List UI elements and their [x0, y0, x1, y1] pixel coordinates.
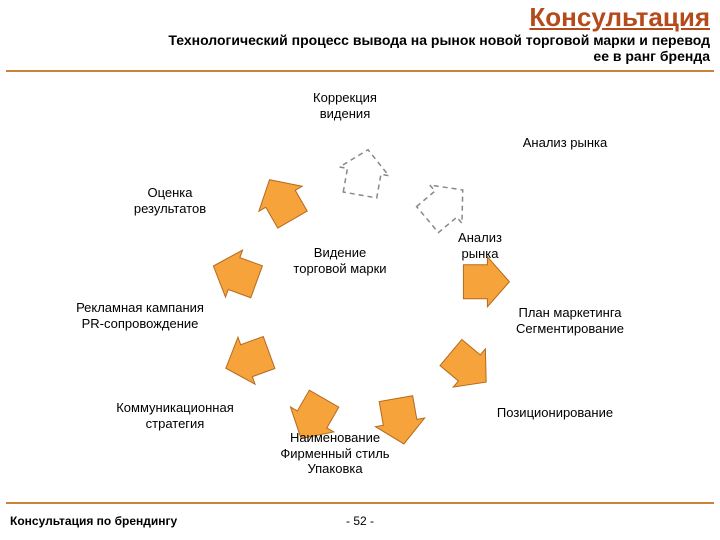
cycle-label-n0: Коррекциявидения — [255, 90, 435, 121]
cycle-label-n1: Анализ рынка — [475, 135, 655, 151]
cycle-label-n4: Позиционирование — [465, 405, 645, 421]
cycle-arrow-n7 — [205, 243, 265, 306]
cycle-label-n2: Анализрынка — [390, 230, 570, 261]
cycle-arrow-n2 — [463, 257, 509, 307]
cycle-label-n6: Коммуникационнаястратегия — [85, 400, 265, 431]
footer-left: Консультация по брендингу — [10, 514, 177, 528]
footer-page-number: - 52 - — [346, 514, 374, 528]
cycle-label-n3: План маркетингаСегментирование — [480, 305, 660, 336]
cycle-arrow-n3 — [435, 333, 502, 401]
center-label: Видениеторговой марки — [270, 245, 410, 276]
title-divider — [6, 70, 714, 72]
page-title: Консультация — [529, 2, 710, 33]
page-subtitle: Технологический процесс вывода на рынок … — [2, 32, 710, 64]
cycle-arrow-n6 — [217, 329, 277, 392]
cycle-label-n5: НаименованиеФирменный стильУпаковка — [245, 430, 425, 477]
footer-divider — [6, 502, 714, 504]
cycle-arrow-n1 — [411, 171, 478, 239]
cycle-label-n7: Рекламная кампанияPR-сопровождение — [50, 300, 230, 331]
cycle-label-n8: Оценкарезультатов — [80, 185, 260, 216]
page: Консультация Технологический процесс выв… — [0, 0, 720, 540]
cycle-arrow-n0 — [335, 145, 392, 199]
